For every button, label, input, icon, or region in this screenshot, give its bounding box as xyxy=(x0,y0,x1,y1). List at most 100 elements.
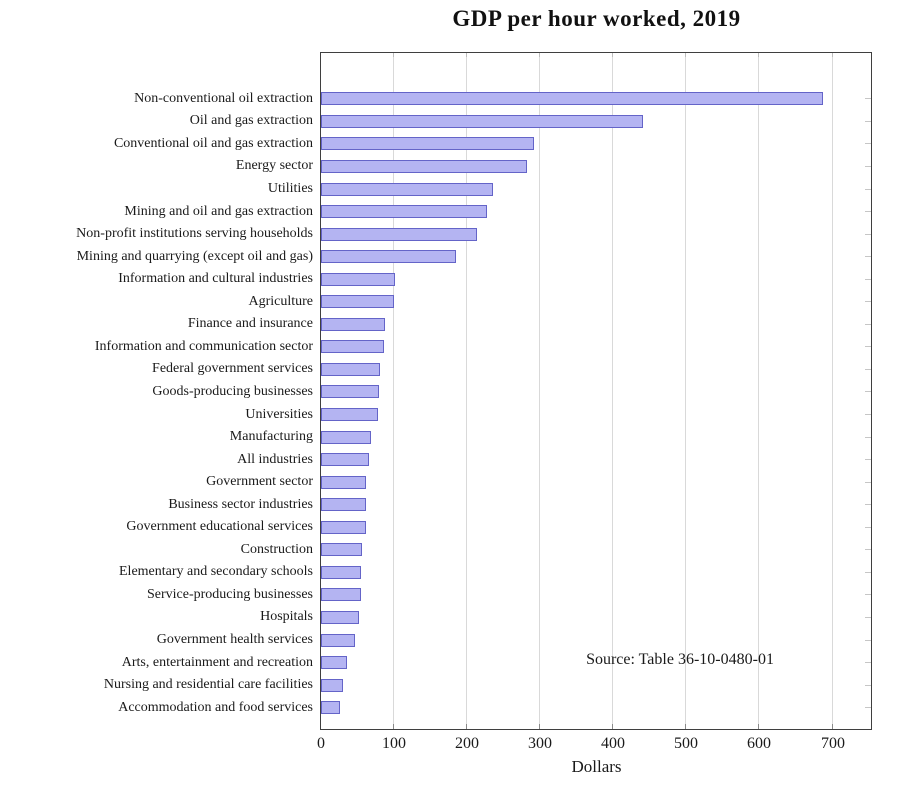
bar-10 xyxy=(321,317,386,331)
category-label-6: Non-profit institutions serving househol… xyxy=(76,226,313,242)
y-tick-mark-right-25 xyxy=(865,662,871,664)
bar-8 xyxy=(321,272,395,286)
gridline-x-200 xyxy=(466,53,467,729)
category-label-3: Energy sector xyxy=(235,158,313,174)
gridline-x-600 xyxy=(758,53,759,729)
bar-23 xyxy=(321,610,359,624)
y-tick-mark-right-5 xyxy=(865,211,871,213)
bar-3 xyxy=(321,159,528,173)
y-tick-mark-right-13 xyxy=(865,391,871,393)
x-tick-mark-200 xyxy=(466,724,467,729)
category-label-17: Government sector xyxy=(206,474,313,490)
y-tick-mark-right-10 xyxy=(865,323,871,325)
bar-11 xyxy=(321,340,384,354)
gridline-x-400 xyxy=(612,53,613,729)
y-tick-mark-right-26 xyxy=(865,684,871,686)
y-tick-mark-right-12 xyxy=(865,368,871,370)
bar-9 xyxy=(321,295,395,309)
category-label-2: Conventional oil and gas extraction xyxy=(113,135,313,151)
bar-26 xyxy=(321,678,343,692)
y-tick-mark-right-0 xyxy=(865,98,871,100)
x-tick-mark-700 xyxy=(832,724,833,729)
x-tick-mark-top-600 xyxy=(758,53,759,57)
y-tick-mark-right-9 xyxy=(865,301,871,303)
y-tick-mark-right-2 xyxy=(865,143,871,145)
category-label-26: Nursing and residential care facilities xyxy=(103,677,313,693)
x-tick-mark-top-300 xyxy=(539,53,540,57)
bar-6 xyxy=(321,227,478,241)
plot-area xyxy=(320,52,872,730)
category-label-8: Information and cultural industries xyxy=(118,271,313,287)
bar-15 xyxy=(321,430,372,444)
category-label-21: Elementary and secondary schools xyxy=(119,564,313,580)
bar-27 xyxy=(321,701,340,715)
bar-14 xyxy=(321,408,378,421)
bar-24 xyxy=(321,633,355,647)
y-tick-mark-right-20 xyxy=(865,549,871,551)
category-label-1: Oil and gas extraction xyxy=(189,113,313,129)
category-label-16: All industries xyxy=(237,451,313,467)
y-tick-mark-right-23 xyxy=(865,616,871,618)
x-tick-mark-400 xyxy=(612,724,613,729)
bar-2 xyxy=(321,137,535,151)
bar-7 xyxy=(321,250,457,264)
bar-20 xyxy=(321,543,362,557)
y-tick-mark-right-18 xyxy=(865,504,871,506)
y-tick-mark-right-1 xyxy=(865,120,871,122)
x-tick-label-200: 200 xyxy=(455,735,479,752)
category-label-27: Accommodation and food services xyxy=(118,699,313,715)
x-tick-label-100: 100 xyxy=(382,735,406,752)
source-note: Source: Table 36-10-0480-01 xyxy=(586,651,774,668)
x-tick-mark-top-500 xyxy=(685,53,686,57)
bar-21 xyxy=(321,565,362,579)
category-label-9: Agriculture xyxy=(248,293,313,309)
category-label-22: Service-producing businesses xyxy=(146,586,313,602)
bar-17 xyxy=(321,475,366,489)
gridline-x-100 xyxy=(393,53,394,729)
bar-1 xyxy=(321,114,644,128)
bar-16 xyxy=(321,453,370,467)
y-tick-mark-right-3 xyxy=(865,165,871,167)
category-label-4: Utilities xyxy=(267,181,313,196)
category-label-11: Information and communication sector xyxy=(94,338,313,354)
category-label-10: Finance and insurance xyxy=(187,316,313,332)
gridline-x-700 xyxy=(832,53,833,729)
bar-25 xyxy=(321,656,348,670)
y-tick-mark-right-8 xyxy=(865,278,871,280)
x-tick-label-700: 700 xyxy=(821,735,845,752)
bar-12 xyxy=(321,362,381,376)
bar-22 xyxy=(321,588,362,602)
bar-19 xyxy=(321,520,367,534)
y-tick-mark-right-19 xyxy=(865,526,871,528)
bar-0 xyxy=(321,92,824,106)
x-tick-label-600: 600 xyxy=(747,735,771,752)
category-label-14: Universities xyxy=(245,406,313,422)
gridline-x-500 xyxy=(685,53,686,729)
y-tick-mark-right-21 xyxy=(865,571,871,573)
category-label-25: Arts, entertainment and recreation xyxy=(121,654,313,670)
gridline-x-300 xyxy=(539,53,540,729)
category-label-13: Goods-producing businesses xyxy=(152,383,313,399)
bar-18 xyxy=(321,498,367,512)
category-label-7: Mining and quarrying (except oil and gas… xyxy=(76,248,313,264)
category-label-18: Business sector industries xyxy=(168,496,313,512)
x-axis-label: Dollars xyxy=(571,757,622,776)
category-label-15: Manufacturing xyxy=(229,429,313,445)
category-label-12: Federal government services xyxy=(152,361,313,377)
category-label-24: Government health services xyxy=(156,632,313,647)
x-tick-mark-top-100 xyxy=(393,53,394,57)
y-tick-mark-right-6 xyxy=(865,233,871,235)
category-label-20: Construction xyxy=(240,541,313,557)
y-tick-mark-right-4 xyxy=(865,188,871,190)
bar-13 xyxy=(321,385,379,399)
y-tick-mark-right-22 xyxy=(865,594,871,596)
x-tick-mark-300 xyxy=(539,724,540,729)
y-tick-mark-right-14 xyxy=(865,414,871,415)
x-tick-label-300: 300 xyxy=(528,735,552,752)
x-tick-mark-top-700 xyxy=(832,53,833,57)
y-tick-mark-right-24 xyxy=(865,639,871,641)
x-tick-mark-top-400 xyxy=(612,53,613,57)
y-tick-mark-right-15 xyxy=(865,436,871,438)
x-tick-label-0: 0 xyxy=(317,735,325,752)
